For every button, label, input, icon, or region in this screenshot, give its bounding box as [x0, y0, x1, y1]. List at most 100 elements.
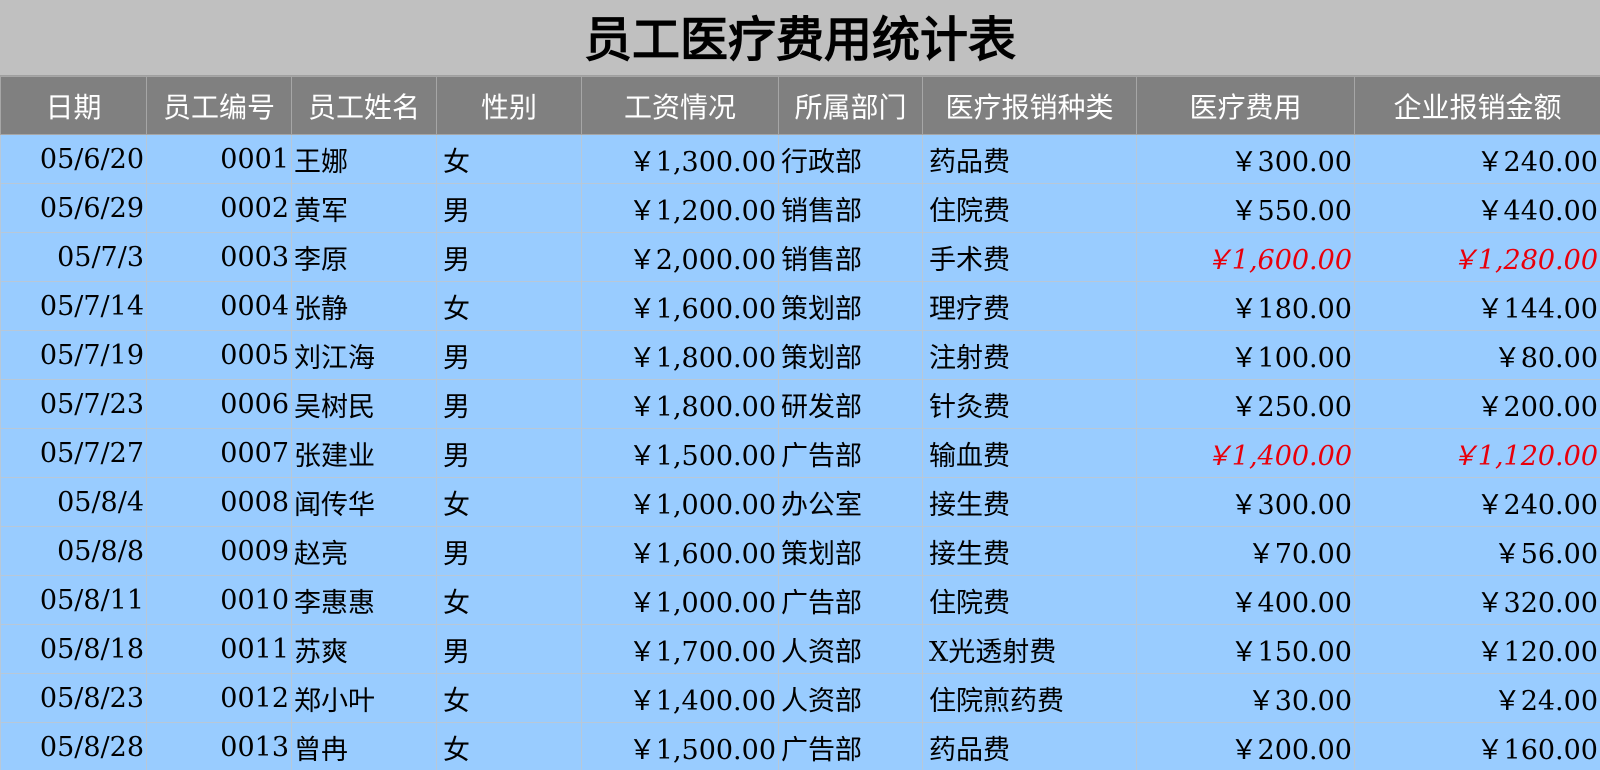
table-cell: ￥1,700.00: [581, 624, 779, 674]
table-cell: ￥80.00: [1354, 330, 1600, 380]
table-row: 05/8/11 0010 李惠惠女 ￥1,000.00 广告部 住院费 ￥400.00 ￥32…: [0, 575, 1600, 625]
table-cell: ￥200.00: [1354, 379, 1600, 429]
table-cell: 05/8/18: [0, 624, 147, 674]
table-cell: 0004: [146, 281, 292, 331]
table-cell: 0007: [146, 428, 292, 478]
table-cell: ￥440.00: [1354, 183, 1600, 233]
column-header: 医疗报销种类: [922, 76, 1137, 135]
table-cell: 0009: [146, 526, 292, 576]
table-cell: 男: [436, 379, 582, 429]
table-cell: 广告部: [778, 722, 923, 770]
table-cell: 李惠惠: [291, 575, 437, 625]
table-cell: ￥1,800.00: [581, 379, 779, 429]
table-cell: 手术费: [922, 232, 1137, 282]
table-cell: 05/8/4: [0, 477, 147, 527]
column-header: 员工编号: [146, 76, 292, 135]
table-cell: 女: [436, 477, 582, 527]
table-cell: ￥1,400.00: [1136, 428, 1355, 478]
table-cell: ￥1,600.00: [581, 281, 779, 331]
table-cell: 广告部: [778, 575, 923, 625]
table-cell: 理疗费: [922, 281, 1137, 331]
table-cell: ￥1,500.00: [581, 428, 779, 478]
table-cell: 0013: [146, 722, 292, 770]
table-cell: ￥56.00: [1354, 526, 1600, 576]
table-cell: ￥300.00: [1136, 134, 1355, 184]
table-cell: 男: [436, 183, 582, 233]
table-cell: ￥1,300.00: [581, 134, 779, 184]
table-cell: 男: [436, 526, 582, 576]
table-cell: 0010: [146, 575, 292, 625]
table-cell: 0001: [146, 134, 292, 184]
table-cell: 注射费: [922, 330, 1137, 380]
table-row: 05/8/8 0009 赵亮男 ￥1,600.00 策划部 接生费 ￥70.00 ￥56.00: [0, 526, 1600, 576]
table-row: 05/7/19 0005 刘江海男 ￥1,800.00 策划部 注射费 ￥100.00 ￥80…: [0, 330, 1600, 380]
table-cell: 05/6/20: [0, 134, 147, 184]
table-cell: 李原: [291, 232, 437, 282]
table-cell: 0003: [146, 232, 292, 282]
table-cell: ￥1,200.00: [581, 183, 779, 233]
table-cell: 人资部: [778, 624, 923, 674]
table-cell: 男: [436, 330, 582, 380]
table-body: 05/6/20 0001 王娜女 ￥1,300.00 行政部 药品费 ￥300.00 ￥240…: [0, 134, 1600, 770]
data-table: 日期 员工编号 员工姓名 性别 工资情况 所属部门 医疗报销种类 医疗费用 企业报销金额 05/…: [0, 76, 1600, 770]
table-cell: ￥300.00: [1136, 477, 1355, 527]
table-cell: ￥30.00: [1136, 673, 1355, 723]
table-cell: 接生费: [922, 477, 1137, 527]
table-cell: ￥100.00: [1136, 330, 1355, 380]
table-cell: 张静: [291, 281, 437, 331]
table-cell: 人资部: [778, 673, 923, 723]
table-cell: 销售部: [778, 232, 923, 282]
table-cell: 0011: [146, 624, 292, 674]
table-cell: ￥1,600.00: [1136, 232, 1355, 282]
table-cell: 黄军: [291, 183, 437, 233]
table-cell: X光透射费: [922, 624, 1137, 674]
table-cell: ￥24.00: [1354, 673, 1600, 723]
table-cell: 广告部: [778, 428, 923, 478]
table-cell: 男: [436, 624, 582, 674]
table-cell: ￥1,600.00: [581, 526, 779, 576]
table-cell: 0006: [146, 379, 292, 429]
column-header: 日期: [0, 76, 147, 135]
table-cell: ￥1,120.00: [1354, 428, 1600, 478]
table-cell: ￥2,000.00: [581, 232, 779, 282]
table-row: 05/8/23 0012 郑小叶女 ￥1,400.00 人资部 住院煎药费 ￥30.00 ￥2…: [0, 673, 1600, 723]
table-cell: ￥250.00: [1136, 379, 1355, 429]
table-row: 05/6/20 0001 王娜女 ￥1,300.00 行政部 药品费 ￥300.00 ￥240…: [0, 134, 1600, 184]
table-cell: 05/6/29: [0, 183, 147, 233]
table-cell: 男: [436, 428, 582, 478]
table-cell: 05/8/11: [0, 575, 147, 625]
table-cell: 0008: [146, 477, 292, 527]
table-cell: ￥1,800.00: [581, 330, 779, 380]
table-cell: 张建业: [291, 428, 437, 478]
table-row: 05/8/4 0008 闻传华女 ￥1,000.00 办公室 接生费 ￥300.00 ￥240…: [0, 477, 1600, 527]
table-cell: 0012: [146, 673, 292, 723]
table-cell: ￥200.00: [1136, 722, 1355, 770]
table-cell: 研发部: [778, 379, 923, 429]
table-row: 05/8/28 0013 曾冉女 ￥1,500.00 广告部 药品费 ￥200.00 ￥160…: [0, 722, 1600, 770]
table-row: 05/7/27 0007 张建业男 ￥1,500.00 广告部 输血费 ￥1,400.00 ￥…: [0, 428, 1600, 478]
table-cell: 郑小叶: [291, 673, 437, 723]
table-cell: 吴树民: [291, 379, 437, 429]
table-cell: ￥550.00: [1136, 183, 1355, 233]
table-cell: 赵亮: [291, 526, 437, 576]
table-row: 05/6/29 0002 黄军男 ￥1,200.00 销售部 住院费 ￥550.00 ￥440…: [0, 183, 1600, 233]
table-cell: ￥1,000.00: [581, 575, 779, 625]
table-cell: 行政部: [778, 134, 923, 184]
table-row: 05/7/3 0003 李原男 ￥2,000.00 销售部 手术费 ￥1,600.00 ￥1,…: [0, 232, 1600, 282]
table-cell: ￥180.00: [1136, 281, 1355, 331]
table-cell: 住院费: [922, 575, 1137, 625]
column-header: 性别: [436, 76, 582, 135]
table-cell: 05/8/23: [0, 673, 147, 723]
sheet-title: 员工医疗费用统计表: [0, 0, 1600, 76]
table-cell: 针灸费: [922, 379, 1137, 429]
table-row: 05/8/18 0011 苏爽男 ￥1,700.00 人资部 X光透射费 ￥150.00 ￥1…: [0, 624, 1600, 674]
column-header: 医疗费用: [1136, 76, 1355, 135]
table-cell: 药品费: [922, 722, 1137, 770]
column-header: 员工姓名: [291, 76, 437, 135]
table-cell: 05/8/28: [0, 722, 147, 770]
table-cell: 策划部: [778, 526, 923, 576]
table-cell: 药品费: [922, 134, 1137, 184]
table-cell: 女: [436, 281, 582, 331]
table-cell: 0005: [146, 330, 292, 380]
